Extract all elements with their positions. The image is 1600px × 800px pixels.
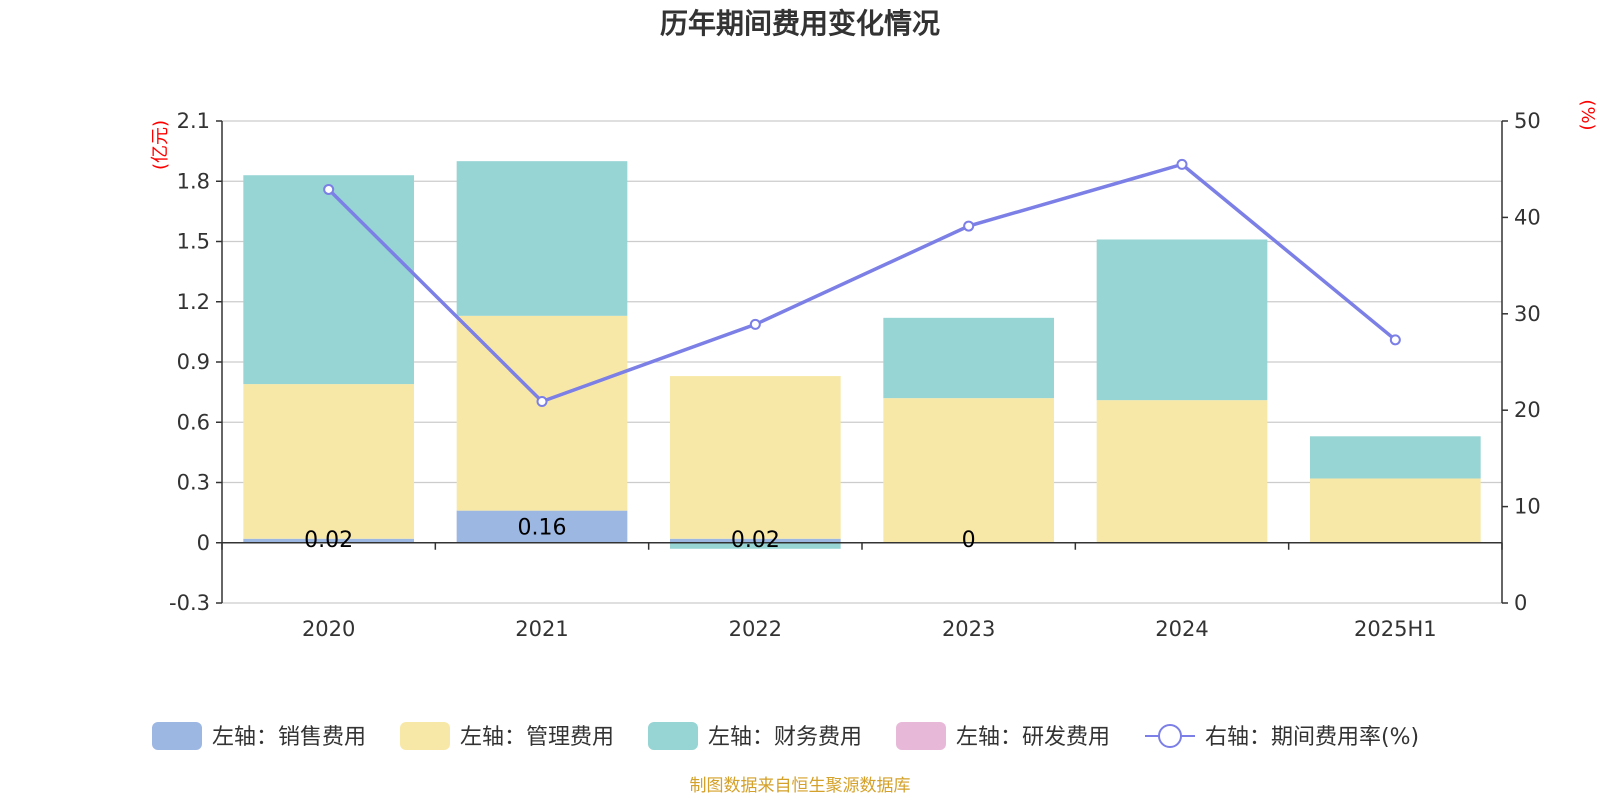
legend-label: 右轴：期间费用率(%) [1205, 725, 1419, 750]
bar-2021-series-2 [456, 161, 628, 316]
legend-label: 左轴：销售费用 [212, 725, 366, 750]
bar-2025H1-series-2 [1310, 436, 1481, 479]
rate-point [1389, 334, 1401, 346]
legend-swatch [400, 722, 450, 750]
legend-label: 左轴：研发费用 [956, 725, 1110, 750]
legend: 左轴：销售费用 左轴：管理费用 左轴：财务费用 左轴：研发费用 右轴：期间费用率(%) [152, 722, 1419, 750]
left-tick-label: 0.3 [177, 471, 210, 495]
right-tick-label: 30 [1514, 302, 1541, 326]
legend-swatch [896, 722, 946, 750]
bar-2022-series-1 [670, 376, 841, 539]
chart-title: 历年期间费用变化情况 [660, 7, 940, 40]
left-axis-unit: (亿元) [150, 120, 171, 170]
x-tick-label: 2024 [1155, 617, 1208, 641]
left-tick-label: 0.9 [177, 350, 210, 374]
right-tick-label: 10 [1514, 495, 1541, 519]
left-tick-label: 0.6 [177, 410, 210, 434]
bar-2021-series-1 [456, 315, 628, 511]
bar-2025H1-series-1 [1310, 478, 1481, 543]
bar-2022-series-0 [670, 538, 841, 543]
legend-marker [1158, 724, 1182, 748]
legend-swatch [648, 722, 698, 750]
left-tick-label: -0.3 [169, 591, 210, 615]
bar-2020-series-1 [243, 384, 414, 539]
bar-labels: 0.02 0.16 0.02 0 [304, 516, 975, 553]
left-tick-label: 2.1 [177, 109, 210, 133]
line-series [323, 158, 1401, 408]
rate-point [1176, 158, 1188, 170]
right-tick-label: 40 [1514, 205, 1541, 229]
bar-2020-series-2 [243, 175, 414, 385]
bar-2022-series-2 [670, 542, 841, 549]
data-label: 0.02 [731, 528, 780, 553]
bar-2020-series-0 [243, 538, 414, 543]
bar-2024-series-2 [1096, 239, 1268, 401]
rate-point [963, 220, 975, 232]
bar-2024-series-1 [1096, 400, 1268, 543]
bars [243, 161, 1481, 549]
x-tick-label: 2022 [729, 617, 782, 641]
legend-label: 左轴：财务费用 [708, 725, 862, 750]
right-axis-unit: (%) [1577, 99, 1598, 130]
source-note: 制图数据来自恒生聚源数据库 [690, 776, 911, 796]
bar-2023-series-2 [883, 317, 1054, 399]
data-label: 0 [962, 528, 976, 553]
data-label: 0.02 [304, 528, 353, 553]
legend-swatch [152, 722, 202, 750]
left-tick-label: 1.5 [177, 230, 210, 254]
bar-2021-series-0 [456, 510, 628, 543]
rate-point [536, 396, 548, 408]
grid-lines [222, 120, 1502, 604]
right-tick-label: 0 [1514, 591, 1527, 615]
right-tick-label: 20 [1514, 398, 1541, 422]
bar-2023-series-1 [883, 398, 1054, 543]
left-tick-label: 1.8 [177, 169, 210, 193]
axes: 2.1 1.8 1.5 1.2 0.9 0.6 0.3 0 -0.3 50 40 30 20 10 0 202… [169, 109, 1541, 641]
data-label: 0.16 [518, 516, 567, 541]
rate-point [323, 183, 335, 195]
x-tick-label: 2023 [942, 617, 995, 641]
x-tick-label: 2021 [515, 617, 568, 641]
x-tick-label: 2020 [302, 617, 355, 641]
legend-label: 左轴：管理费用 [460, 725, 614, 750]
right-tick-label: 50 [1514, 109, 1541, 133]
rate-line [327, 162, 1397, 404]
rate-point [749, 318, 761, 330]
left-tick-label: 0 [197, 531, 210, 555]
x-tick-label: 2025H1 [1354, 617, 1437, 641]
left-tick-label: 1.2 [177, 290, 210, 314]
